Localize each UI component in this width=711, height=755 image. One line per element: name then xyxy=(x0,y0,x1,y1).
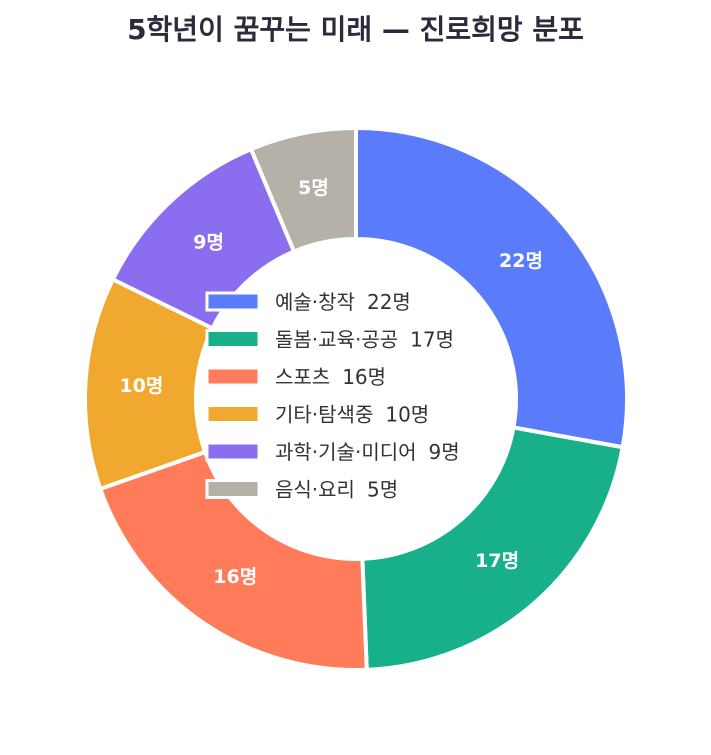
legend-item: 기타·탐색중 10명 xyxy=(205,403,429,427)
legend-label: 음식·요리 5명 xyxy=(275,478,398,502)
slice-value-label: 9명 xyxy=(193,232,224,254)
slice-value-label: 16명 xyxy=(213,566,257,588)
legend-category-name: 돌봄·교육·공공 xyxy=(275,328,398,352)
legend-item: 예술·창작 22명 xyxy=(205,290,411,314)
legend-swatch xyxy=(205,366,261,387)
legend-item: 돌봄·교육·공공 17명 xyxy=(205,328,454,352)
chart-title: 5학년이 꿈꾸는 미래 — 진로희망 분포 xyxy=(127,13,584,46)
legend-label: 과학·기술·미디어 9명 xyxy=(275,440,460,464)
donut-slice xyxy=(360,425,625,672)
legend-category-name: 스포츠 xyxy=(275,365,330,389)
slices-group xyxy=(83,126,629,672)
legend-category-name: 음식·요리 xyxy=(275,478,355,502)
donut-slice xyxy=(249,126,358,254)
legend-label: 기타·탐색중 10명 xyxy=(275,403,429,427)
legend-category-value: 17명 xyxy=(410,328,454,352)
legend-label: 돌봄·교육·공공 17명 xyxy=(275,328,454,352)
legend-label: 예술·창작 22명 xyxy=(275,290,411,314)
legend-category-name: 과학·기술·미디어 xyxy=(275,440,417,464)
legend-swatch xyxy=(205,329,261,349)
legend-swatch xyxy=(205,479,261,499)
legend-item: 음식·요리 5명 xyxy=(205,478,398,502)
slice-value-label: 5명 xyxy=(298,177,329,199)
slice-value-label: 22명 xyxy=(499,250,543,272)
legend-category-name: 예술·창작 xyxy=(275,290,355,314)
legend-category-value: 9명 xyxy=(429,440,460,464)
legend-category-value: 5명 xyxy=(367,478,398,502)
donut-slice xyxy=(98,450,369,672)
legend-category-name: 기타·탐색중 xyxy=(275,403,373,427)
legend-label: 스포츠 16명 xyxy=(275,365,386,389)
slice-value-label: 10명 xyxy=(119,375,163,397)
donut-slice xyxy=(354,126,629,450)
slice-value-label: 17명 xyxy=(475,550,519,572)
legend-category-value: 22명 xyxy=(367,290,411,314)
legend-category-value: 10명 xyxy=(385,403,429,427)
legend-category-value: 16명 xyxy=(342,365,386,389)
legend-swatch xyxy=(205,291,261,312)
legend-swatch xyxy=(205,441,261,462)
legend-swatch xyxy=(205,404,261,424)
legend-item: 스포츠 16명 xyxy=(205,365,386,389)
legend-item: 과학·기술·미디어 9명 xyxy=(205,440,460,464)
